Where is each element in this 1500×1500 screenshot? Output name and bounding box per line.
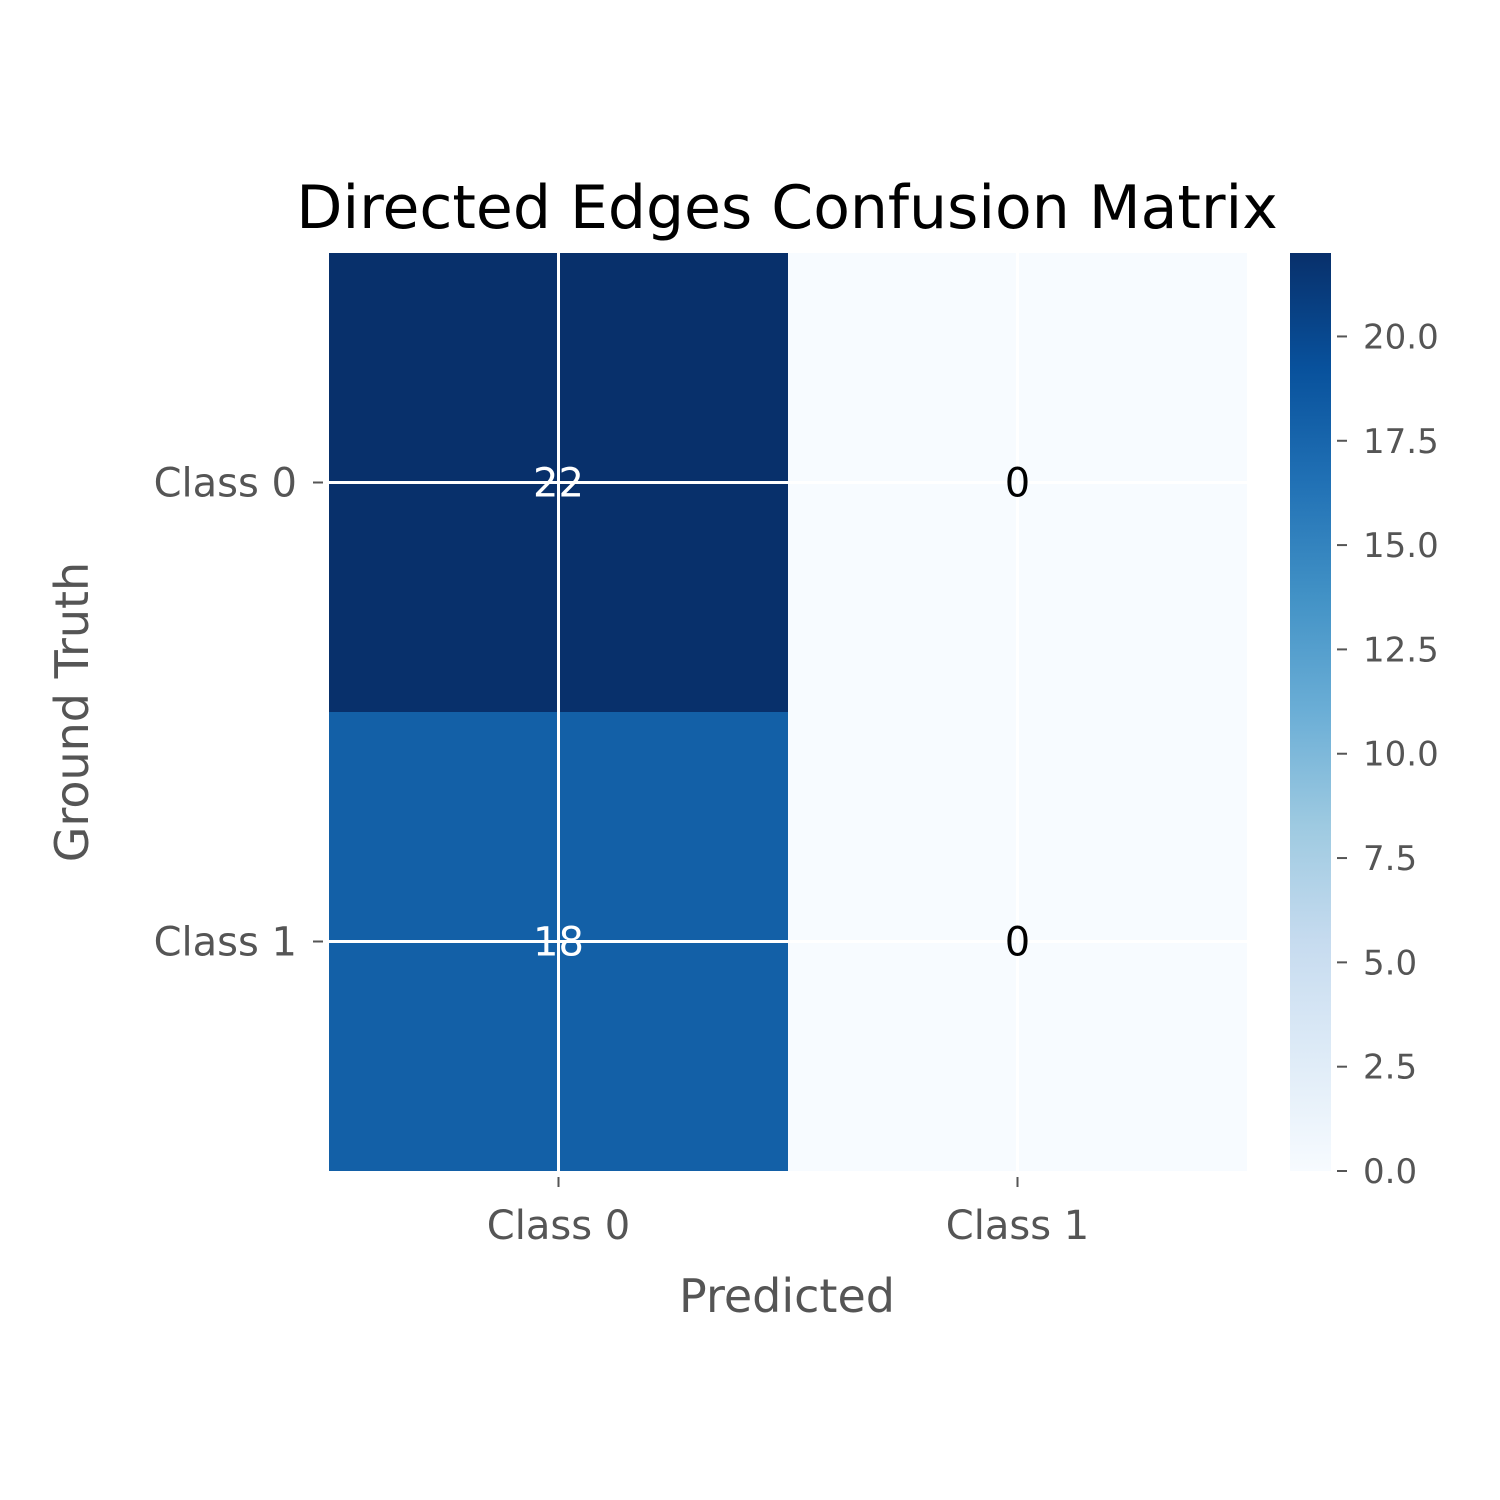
colorbar-tick-label: 15.0 (1363, 526, 1439, 566)
colorbar-tick-label: 20.0 (1363, 317, 1439, 357)
y-axis-ticks: Class 0 Class 1 (154, 461, 323, 966)
colorbar-tick-label: 12.5 (1363, 630, 1439, 670)
x-tick-label: Class 1 (946, 1203, 1089, 1249)
cell-value-label-r0-c1: 0 (1005, 461, 1030, 507)
colorbar-tick-label: 10.0 (1363, 735, 1439, 775)
cell-value-label-r1-c0: 18 (533, 920, 584, 966)
x-axis-label: Predicted (679, 1269, 895, 1323)
colorbar (1290, 253, 1331, 1171)
chart-title: Directed Edges Confusion Matrix (296, 173, 1277, 243)
colorbar-tick-label: 0.0 (1363, 1152, 1417, 1192)
cell-value-label-r0-c0: 22 (533, 461, 584, 507)
y-tick-label: Class 1 (154, 920, 297, 966)
grid-lines (329, 253, 1247, 1171)
cell-value-labels: 22 0 18 0 (533, 461, 1030, 966)
colorbar-tick-label: 2.5 (1363, 1048, 1417, 1088)
heatmap-cells (329, 253, 1247, 1171)
x-axis-ticks: Class 0 Class 1 (487, 1177, 1089, 1249)
x-tick-label: Class 0 (487, 1203, 630, 1249)
colorbar-tick-label: 5.0 (1363, 943, 1417, 983)
y-axis-label: Ground Truth (45, 562, 99, 862)
colorbar-tick-label: 17.5 (1363, 422, 1439, 462)
cell-value-label-r1-c1: 0 (1005, 920, 1030, 966)
y-tick-label: Class 0 (154, 461, 297, 507)
colorbar-tick-label: 7.5 (1363, 839, 1417, 879)
colorbar-ticks: 0.0 2.5 5.0 7.5 10.0 12.5 15.0 17.5 20.0 (1337, 317, 1439, 1192)
